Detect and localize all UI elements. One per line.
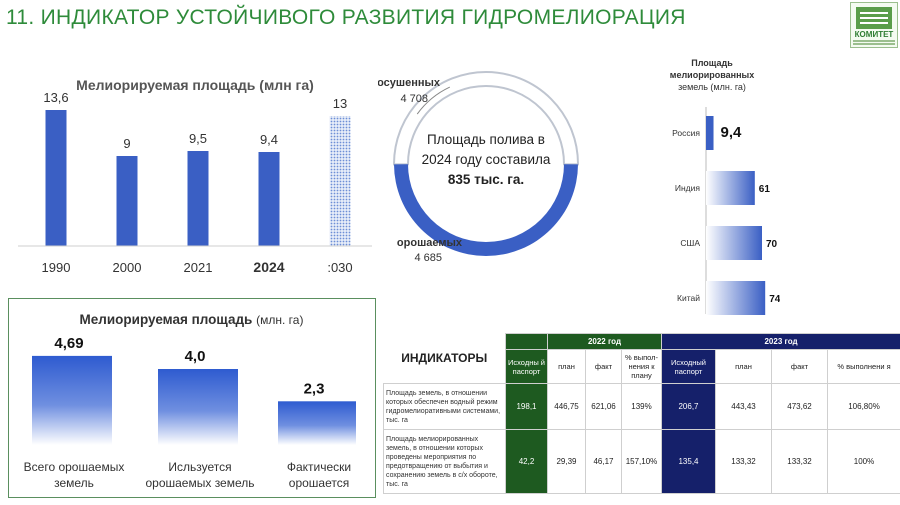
cell: 133,32 (715, 429, 772, 494)
irrigated-area-chart: 4,69 Всего орошаемых земель 4,0 Исльзуется ор… (24, 335, 356, 490)
data-label: 9,4 (721, 124, 743, 141)
y-tick-label: США (680, 238, 700, 248)
data-label: 9,5 (189, 131, 207, 146)
data-label: 74 (769, 294, 780, 305)
col-header: % выполнени я (826, 349, 900, 384)
x-tick-label: 2000 (113, 260, 142, 275)
bar (706, 171, 755, 205)
logo-subtext-lines (853, 40, 895, 42)
data-label: 9 (123, 136, 130, 151)
x-tick-label: 2024 (253, 259, 284, 275)
data-label: 4,0 (185, 348, 206, 365)
bar (32, 355, 112, 445)
logo-text: КОМИТЕТ (854, 30, 894, 39)
chart-title-text: Мелиорируемая площадь (79, 312, 253, 327)
area-donut-chart: Площадь полива в 2024 году составила 835 т… (378, 71, 579, 264)
center-label: 2024 году составила (422, 152, 551, 167)
building-icon (856, 7, 892, 29)
countries-chart: Площадь мелиорированных земель (млн. га) Ро… (670, 58, 780, 315)
x-tick-label: орошается (289, 476, 349, 490)
cell: 29,39 (547, 429, 586, 494)
data-label: 2,3 (304, 380, 325, 397)
cell: 139% (621, 383, 662, 430)
cell: 473,62 (771, 383, 828, 430)
x-tick-label: Фактически (287, 460, 351, 474)
row-label: Площадь мелиорированных земель, в отноше… (383, 429, 506, 494)
bar (706, 116, 714, 150)
x-tick-label: Всего орошаемых (24, 460, 125, 474)
x-tick-label: земель (54, 476, 94, 490)
bar (158, 369, 238, 445)
data-label: 4,69 (54, 335, 83, 352)
bar (116, 156, 138, 246)
data-label: 61 (759, 184, 771, 195)
table-row: Площадь земель, в отношении которых обес… (383, 383, 900, 430)
cell: 42,2 (505, 429, 548, 494)
cell: 100% (826, 429, 900, 494)
y-tick-label: Россия (672, 128, 700, 138)
col-header: Исходны й паспорт (505, 349, 548, 384)
chart-title: земель (млн. га) (678, 82, 746, 92)
data-label: 9,4 (260, 132, 278, 147)
x-tick-label: 2021 (184, 260, 213, 275)
chart-title: мелиорированных (670, 70, 754, 80)
slice-label: орошаемых (397, 237, 463, 249)
x-tick-label: орошаемых земель (145, 476, 254, 490)
data-label: 13 (333, 96, 347, 111)
slice-label: осушенных (378, 77, 441, 89)
cell: 198,1 (505, 383, 548, 430)
col-header: факт (771, 349, 828, 384)
cell: 443,43 (715, 383, 772, 430)
cell: 106,80% (826, 383, 900, 430)
table-row: Площадь мелиорированных земель, в отноше… (383, 429, 900, 494)
irrigated-area-panel: Мелиорируемая площадь (млн. га) 4,69 Всег… (8, 298, 376, 498)
row-label: Площадь земель, в отношении которых обес… (383, 383, 506, 430)
chart-title: Площадь (691, 58, 733, 68)
cell: 621,06 (585, 383, 622, 430)
x-tick-label: :030 (327, 260, 352, 275)
y-tick-label: Индия (675, 183, 701, 193)
x-tick-label: Исльзуется (168, 460, 231, 474)
chart-title: Мелиорируемая площадь (млн га) (76, 77, 314, 93)
bar (278, 401, 356, 445)
slice-drained (392, 71, 579, 166)
bar (45, 110, 67, 246)
chart-title: Мелиорируемая площадь (млн. га) (9, 312, 374, 327)
y-tick-label: Китай (677, 293, 700, 303)
cell: 133,32 (771, 429, 828, 494)
bar (706, 226, 762, 260)
cell: 446,75 (547, 383, 586, 430)
slice-irrigated (394, 164, 578, 257)
x-tick-label: 1990 (42, 260, 71, 275)
col-header: % выпол- нения к плану (621, 349, 662, 384)
committee-logo: КОМИТЕТ (850, 2, 898, 48)
slice-value: 4 685 (414, 252, 442, 264)
cell: 135,4 (661, 429, 716, 494)
area-by-year-chart: Мелиорируемая площадь (млн га) 13,6 1990 9… (18, 77, 372, 275)
bar (329, 116, 351, 246)
group-header-2023: 2023 год (660, 333, 900, 350)
center-label: 835 тыс. га. (448, 172, 524, 187)
header-2022-spacer (505, 333, 548, 350)
col-header: факт (585, 349, 622, 384)
data-label: 70 (766, 239, 778, 250)
bar (706, 281, 766, 315)
leader-line (416, 86, 451, 115)
cell: 46,17 (585, 429, 622, 494)
cell: 157,10% (621, 429, 662, 494)
table-title: ИНДИКАТОРЫ (401, 351, 488, 366)
center-label: Площадь полива в (427, 132, 545, 147)
group-header-2022: 2022 год (547, 333, 662, 350)
col-header: план (715, 349, 772, 384)
col-header: Исходный паспорт (661, 349, 716, 384)
col-header: план (547, 349, 586, 384)
chart-title-unit: (млн. га) (256, 313, 304, 327)
bar (187, 151, 209, 246)
bar (258, 152, 280, 246)
cell: 206,7 (661, 383, 716, 430)
page-title: 11. ИНДИКАТОР УСТОЙЧИВОГО РАЗВИТИЯ ГИДРО… (6, 6, 686, 29)
data-label: 13,6 (43, 90, 68, 105)
slice-value: 4 708 (400, 93, 428, 105)
indicators-table: ИНДИКАТОРЫ 2022 год 2023 год Исходны й п… (383, 333, 900, 494)
